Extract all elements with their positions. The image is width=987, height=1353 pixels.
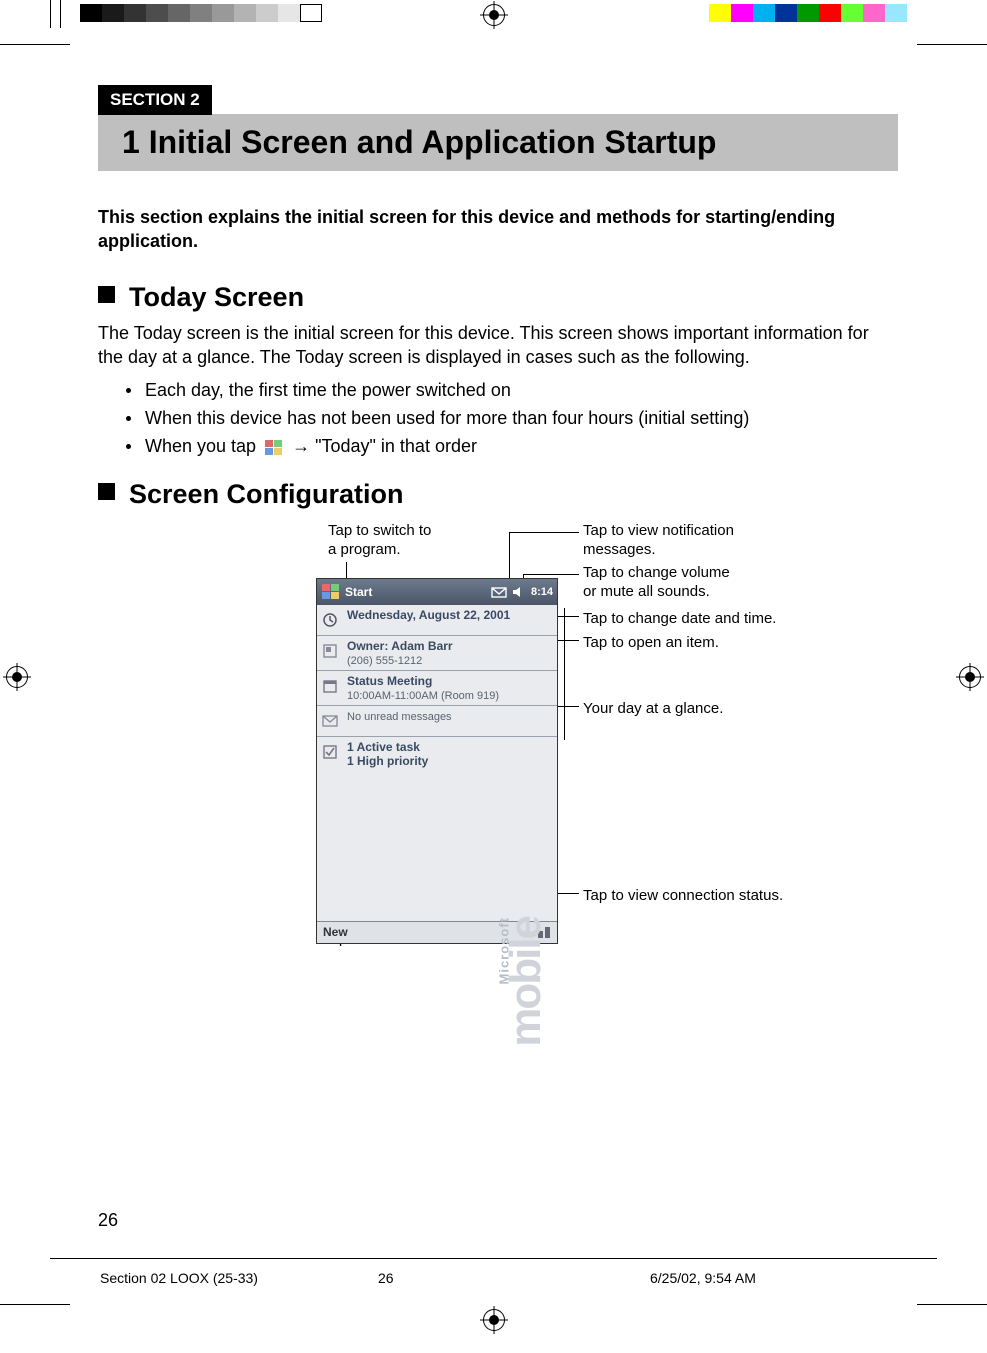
callout-open-item: Tap to open an item. — [583, 634, 719, 653]
today-row-calendar[interactable]: Status Meeting 10:00AM-11:00AM (Room 919) — [317, 671, 557, 706]
crop-mark — [50, 0, 51, 28]
page-number: 26 — [98, 1210, 118, 1231]
leader-line — [558, 893, 579, 894]
crop-mark — [917, 44, 987, 45]
leader-line — [564, 608, 565, 740]
screenshot-diagram: Tap to switch to a program. Tap to view … — [98, 522, 898, 982]
color-swatches — [709, 4, 907, 22]
crop-mark — [60, 0, 61, 28]
tasks-icon — [317, 737, 343, 767]
footer-left: Section 02 LOOX (25-33) — [100, 1270, 258, 1286]
bullet-item: When this device has not been used for m… — [126, 405, 898, 433]
heading-screen-configuration: Screen Configuration — [98, 479, 898, 510]
inbox-text: No unread messages — [347, 711, 452, 723]
clock-icon — [317, 605, 343, 635]
page-body: SECTION 2 1 Initial Screen and Applicati… — [98, 85, 898, 982]
new-button[interactable]: New — [323, 925, 348, 939]
clock-time[interactable]: 8:14 — [531, 586, 553, 598]
owner-icon — [317, 636, 343, 666]
section-tab: SECTION 2 — [98, 85, 212, 115]
registration-mark-bottom — [483, 1309, 505, 1331]
bullet-text: When this device has not been used for m… — [145, 408, 749, 428]
meeting-time: 10:00AM-11:00AM (Room 919) — [347, 690, 499, 702]
tasks-active: 1 Active task — [347, 740, 420, 754]
bullet-item: Each day, the first time the power switc… — [126, 377, 898, 405]
date-text: Wednesday, August 22, 2001 — [347, 608, 510, 622]
start-flag-icon — [264, 438, 284, 456]
leader-line — [509, 532, 510, 580]
heading-text: Screen Configuration — [129, 479, 404, 509]
footer-center: 26 — [378, 1270, 394, 1286]
brand-mobile: mobile — [501, 917, 551, 1047]
owner-name: Owner: Adam Barr — [347, 639, 453, 653]
start-flag-icon[interactable] — [320, 581, 342, 603]
heading-today-screen: Today Screen — [98, 282, 898, 313]
today-row-date[interactable]: Wednesday, August 22, 2001 — [317, 605, 557, 636]
volume-icon[interactable] — [511, 585, 527, 599]
today-row-tasks[interactable]: 1 Active task1 High priority — [317, 737, 557, 771]
today-paragraph: The Today screen is the initial screen f… — [98, 321, 898, 370]
today-row-inbox[interactable]: No unread messages — [317, 706, 557, 737]
callout-switch-program: Tap to switch to a program. — [328, 522, 431, 560]
leader-line — [558, 640, 579, 641]
chapter-title: 1 Initial Screen and Application Startup — [98, 114, 898, 171]
footer-rule — [50, 1258, 937, 1259]
callout-day-glance: Your day at a glance. — [583, 700, 723, 719]
tasks-priority: 1 High priority — [347, 754, 428, 768]
callout-connection: Tap to view connection status. — [583, 887, 783, 906]
leader-line — [523, 574, 579, 575]
footer-right: 6/25/02, 9:54 AM — [650, 1270, 756, 1286]
today-background: Microsoft mobile — [317, 771, 557, 921]
callout-datetime: Tap to change date and time. — [583, 610, 776, 629]
grayscale-swatches — [80, 4, 322, 22]
device-screenshot: Start 8:14 Wednesday, August 22, 2001 Ow… — [316, 578, 558, 944]
owner-phone: (206) 555-1212 — [347, 655, 422, 667]
registration-mark-right — [959, 666, 981, 688]
callout-volume: Tap to change volume or mute all sounds. — [583, 564, 730, 602]
start-button[interactable]: Start — [345, 585, 372, 599]
registration-mark-left — [6, 666, 28, 688]
today-bullets: Each day, the first time the power switc… — [126, 377, 898, 461]
crop-mark — [917, 1304, 987, 1305]
meeting-title: Status Meeting — [347, 674, 432, 688]
heading-text: Today Screen — [129, 282, 304, 312]
mail-icon — [317, 706, 343, 736]
callout-notifications: Tap to view notification messages. — [583, 522, 734, 560]
bullet-item: When you tap → "Today" in that order — [126, 433, 898, 461]
taskbar[interactable]: Start 8:14 — [317, 579, 557, 605]
leader-line — [558, 706, 579, 707]
today-row-owner[interactable]: Owner: Adam Barr (206) 555-1212 — [317, 636, 557, 671]
registration-mark-top — [483, 4, 505, 26]
intro-text: This section explains the initial screen… — [98, 205, 898, 254]
leader-line — [509, 532, 579, 533]
calendar-icon — [317, 671, 343, 701]
crop-mark — [0, 44, 70, 45]
notification-icon[interactable] — [491, 585, 507, 599]
crop-mark — [0, 1304, 70, 1305]
bullet-text: Each day, the first time the power switc… — [145, 380, 511, 400]
leader-line — [558, 616, 579, 617]
